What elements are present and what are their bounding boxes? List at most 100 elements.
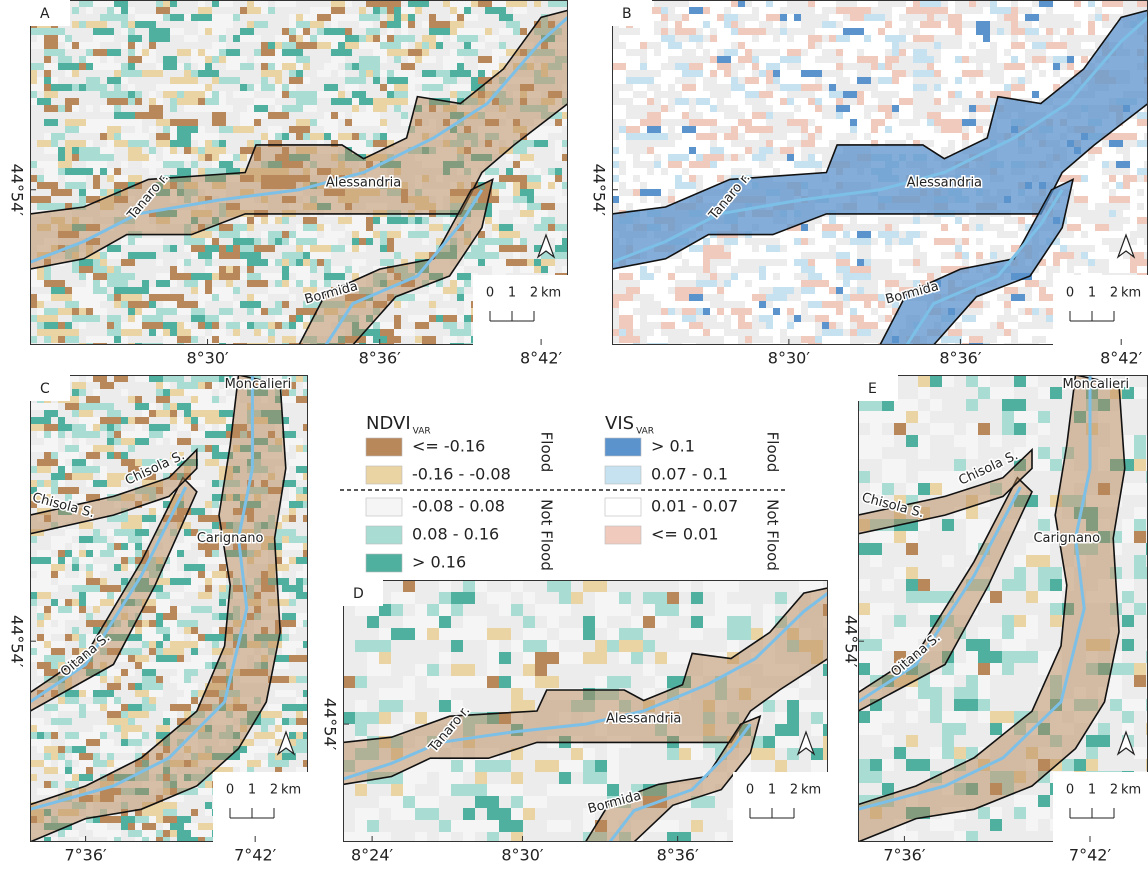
land-patch [149,403,156,410]
land-patch [303,35,310,42]
land-patch [682,252,696,259]
land-patch [969,336,983,343]
land-patch [934,84,941,91]
land-patch [668,273,675,280]
land-patch [282,42,296,49]
land-patch [149,42,156,49]
land-patch [906,112,913,119]
land-patch [661,105,668,112]
land-patch [303,382,317,389]
land-patch [696,84,703,91]
land-patch [289,91,310,98]
land-patch [86,375,93,382]
land-patch [661,84,668,91]
land-patch [79,56,86,63]
land-patch [661,308,668,315]
land-patch [654,280,661,287]
land-patch [752,119,766,126]
land-patch [745,161,759,168]
land-patch [661,266,675,273]
land-patch [1074,189,1081,196]
land-patch [289,396,296,403]
land-patch [100,105,114,112]
land-patch [233,336,240,343]
land-patch [1109,266,1130,273]
land-patch [612,140,626,147]
land-patch [836,217,843,224]
land-patch [135,634,142,641]
land-patch [661,147,675,154]
land-patch [717,252,724,259]
land-patch [121,119,128,126]
land-patch [1046,77,1053,84]
land-patch [643,592,667,604]
land-patch [464,259,478,266]
land-patch [170,329,177,336]
land-patch [899,238,913,245]
land-patch [773,21,780,28]
land-patch [443,63,457,70]
land-patch [457,287,464,294]
land-patch [962,42,969,49]
land-patch [86,189,100,196]
land-patch [233,14,240,21]
land-patch [128,669,135,676]
land-patch [170,0,177,7]
land-patch [93,175,100,182]
land-patch [815,28,822,35]
land-patch [836,224,843,231]
land-patch [499,676,511,688]
land-patch [219,329,226,336]
land-patch [801,105,815,112]
land-patch [941,84,955,91]
land-patch [275,259,282,266]
land-patch [1095,154,1109,161]
land-patch [885,35,906,42]
land-patch [450,91,457,98]
land-patch [352,140,359,147]
land-patch [44,620,51,627]
land-patch [689,140,710,147]
land-patch [149,105,163,112]
land-patch [275,70,282,77]
land-patch [619,196,640,203]
land-patch [373,49,387,56]
land-patch [801,56,815,63]
land-patch [296,56,310,63]
land-patch [219,599,226,606]
land-patch [303,536,324,543]
land-patch [534,217,541,224]
land-patch [135,98,142,105]
land-patch [1053,42,1067,49]
land-patch [752,112,766,119]
land-patch [100,704,107,711]
land-patch [731,126,738,133]
land-patch [643,640,655,652]
land-patch [1081,224,1095,231]
land-patch [86,599,100,606]
land-patch [317,119,331,126]
land-patch [857,259,864,266]
land-patch [219,77,240,84]
land-patch [850,49,857,56]
land-patch [463,580,475,592]
land-patch [373,77,380,84]
land-patch [583,628,595,640]
land-patch [107,154,114,161]
land-patch [766,273,773,280]
land-patch [37,329,51,336]
land-patch [72,627,79,634]
land-patch [647,91,654,98]
land-patch [156,508,163,515]
land-patch [205,105,212,112]
land-patch [191,564,198,571]
land-patch [857,0,878,7]
land-patch [37,788,58,795]
land-patch [205,459,219,466]
land-patch [913,49,927,56]
land-patch [184,322,191,329]
land-patch [65,119,86,126]
land-patch [619,175,633,182]
land-patch [801,266,815,273]
land-patch [163,161,184,168]
